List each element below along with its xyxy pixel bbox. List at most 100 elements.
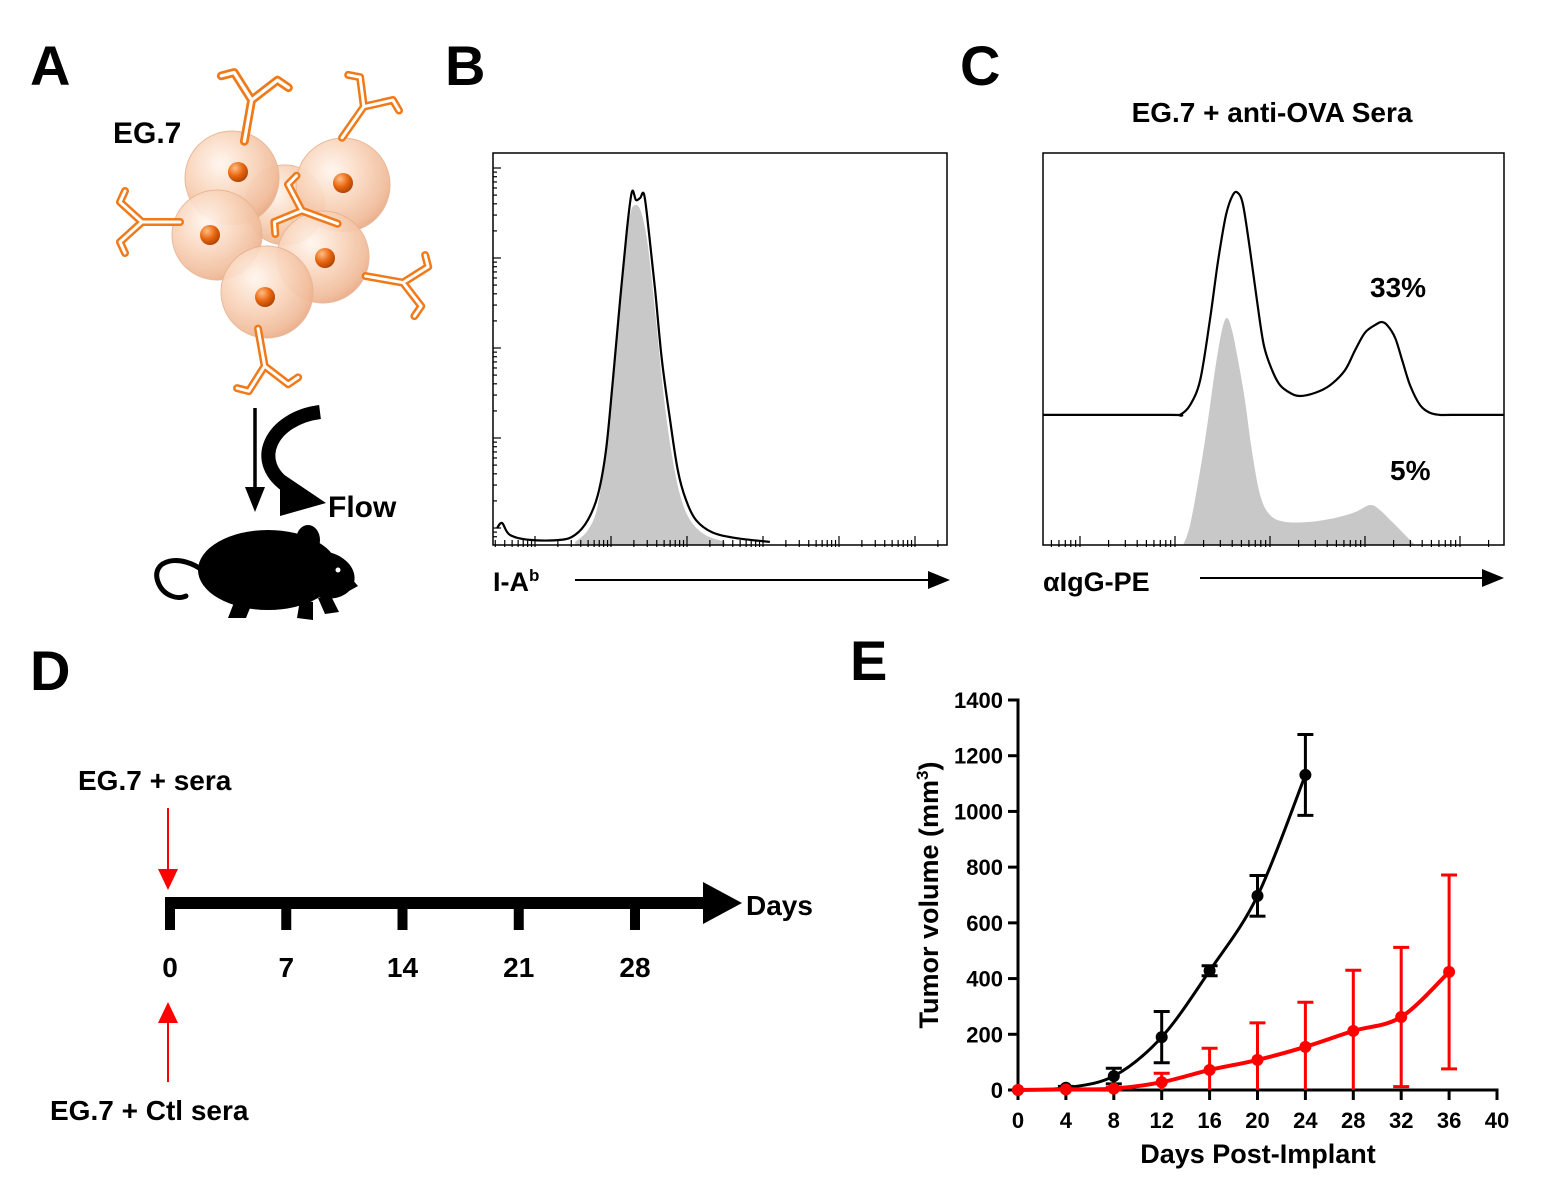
- data-point: [1107, 1070, 1120, 1083]
- data-point: [1203, 964, 1216, 977]
- x-tick-label: 24: [1293, 1108, 1318, 1133]
- series-line: [1017, 970, 1451, 1092]
- data-point: [1059, 1083, 1072, 1096]
- panel-c: C EG.7 + anti-OVA Sera 33% 5% αIgG-PE: [960, 34, 1505, 597]
- data-point: [1251, 889, 1264, 902]
- cell-nucleus: [255, 287, 275, 307]
- x-axis-label-b: I-Ab: [493, 566, 539, 597]
- x-tick-label: 4: [1060, 1108, 1073, 1133]
- plot-frame-b: [492, 152, 948, 546]
- timeline-arrow-head: [703, 882, 742, 924]
- y-axis-title-superscript: 3: [913, 771, 932, 780]
- data-point: [1012, 1084, 1024, 1096]
- y-tick-label: 600: [966, 911, 1003, 936]
- timeline-tick: [513, 897, 524, 930]
- axis-ticks-b: [493, 167, 939, 547]
- y-tick-label: 200: [966, 1022, 1003, 1047]
- timeline-bar: [165, 897, 710, 909]
- x-tick-label: 28: [1341, 1108, 1365, 1133]
- axis-arrow-head: [1482, 569, 1504, 587]
- y-tick-label: 1000: [954, 799, 1003, 824]
- y-tick-label: 800: [966, 855, 1003, 880]
- data-point: [1347, 1024, 1360, 1037]
- red-down-arrow-head: [158, 869, 178, 890]
- timeline: 0 7 14 21 28: [162, 882, 742, 983]
- x-tick-label: 16: [1197, 1108, 1221, 1133]
- timeline-tick: [397, 897, 408, 930]
- sera-filled-histogram: [1183, 318, 1416, 545]
- histogram-plot-b: [496, 189, 771, 545]
- x-tick-label: 40: [1485, 1108, 1509, 1133]
- timeline-tick-label: 0: [162, 952, 178, 983]
- curved-arrow-shaft: [261, 405, 322, 494]
- panel-letter-c: C: [960, 34, 1000, 97]
- flow-label: Flow: [328, 491, 397, 524]
- mouse-icon: [154, 525, 358, 620]
- x-axis-label-main: I-A: [493, 567, 529, 597]
- axis-ticks-c: [1050, 536, 1490, 547]
- histogram-plot-c: [1042, 190, 1504, 545]
- x-axis-label-superscript: b: [529, 566, 539, 585]
- cell-cluster: [171, 130, 391, 339]
- x-tick-label: 36: [1437, 1108, 1461, 1133]
- data-point: [1443, 965, 1456, 978]
- flow-arrows: [245, 405, 326, 516]
- control-label: EG.7 + Ctl sera: [50, 1095, 249, 1126]
- x-axis-label-c: αIgG-PE: [1043, 567, 1150, 597]
- data-point: [1299, 768, 1312, 781]
- data-point: [1107, 1082, 1120, 1095]
- panel-b: B I-Ab: [445, 34, 950, 597]
- panel-letter-d: D: [30, 639, 70, 702]
- y-tick-label: 1200: [954, 744, 1003, 769]
- timeline-axis-label: Days: [746, 890, 813, 921]
- timeline-tick: [281, 897, 292, 930]
- timeline-tick-label: 7: [278, 952, 294, 983]
- plot-frame-c: [1042, 152, 1505, 546]
- data-point: [1395, 1011, 1408, 1024]
- data-point: [1203, 1063, 1216, 1076]
- percent-annotation-lower: 5%: [1390, 455, 1431, 486]
- x-tick-label: 8: [1108, 1108, 1120, 1133]
- cell-nucleus: [333, 173, 353, 193]
- sera-outline-histogram: [1042, 190, 1504, 417]
- control-outline-histogram: [496, 189, 771, 543]
- data-point: [1251, 1053, 1264, 1066]
- data-point: [1299, 1040, 1312, 1053]
- panel-e: E 0 4 8 12 16 20 24 28 32 36 400200400600800100012…: [850, 629, 1509, 1169]
- data-point: [1155, 1076, 1168, 1089]
- cell-label: EG.7: [113, 117, 181, 150]
- y-axis-title-end: ): [914, 762, 944, 771]
- timeline-tick: [630, 897, 640, 930]
- y-axis-title-main: Tumor volume (mm: [914, 780, 944, 1029]
- panel-letter-a: A: [30, 34, 70, 97]
- data-point: [1155, 1031, 1168, 1044]
- y-tick-label: 1400: [954, 688, 1003, 713]
- antibody-icon: [120, 191, 180, 253]
- x-tick-label: 12: [1149, 1108, 1173, 1133]
- cell-nucleus: [200, 225, 220, 245]
- treatment-label: EG.7 + sera: [78, 765, 232, 796]
- control-filled-histogram: [575, 204, 725, 545]
- timeline-tick-label: 14: [387, 952, 419, 983]
- y-tick-label: 400: [966, 967, 1003, 992]
- panel-a: A EG.7 Flow: [30, 34, 430, 620]
- plot-title-c: EG.7 + anti-OVA Sera: [1132, 97, 1413, 128]
- x-tick-label: 20: [1245, 1108, 1269, 1133]
- curved-arrow-head: [280, 472, 326, 516]
- x-tick-label: 0: [1012, 1108, 1024, 1133]
- timeline-tick: [165, 897, 175, 930]
- panel-letter-b: B: [445, 34, 485, 97]
- x-tick-label: 32: [1389, 1108, 1413, 1133]
- axis-arrow-head: [928, 571, 950, 589]
- x-axis-title: Days Post-Implant: [1140, 1139, 1376, 1169]
- percent-annotation-upper: 33%: [1370, 272, 1426, 303]
- red-up-arrow-head: [158, 1002, 178, 1023]
- tumor-growth-chart: 0 4 8 12 16 20 24 28 32 36 40020040060080010001200…: [954, 688, 1509, 1133]
- y-tick-label: 0: [991, 1078, 1003, 1103]
- timeline-tick-label: 21: [503, 952, 534, 983]
- panel-letter-e: E: [850, 629, 887, 692]
- cell-nucleus: [315, 248, 335, 268]
- antibody-icon: [360, 246, 430, 317]
- cell-nucleus: [228, 162, 248, 182]
- panel-d: D EG.7 + sera 0 7 14 21 28 Days EG.7 + Ctl s…: [30, 639, 813, 1126]
